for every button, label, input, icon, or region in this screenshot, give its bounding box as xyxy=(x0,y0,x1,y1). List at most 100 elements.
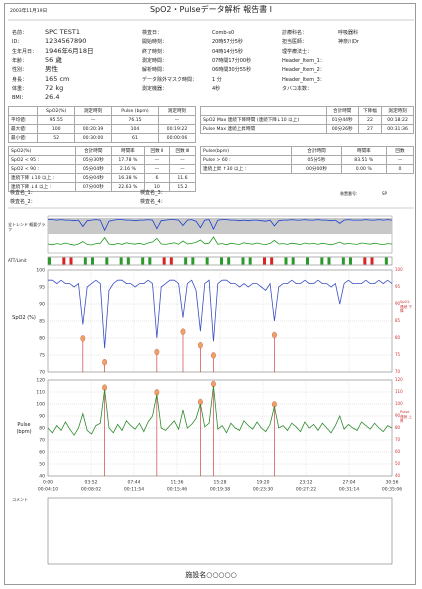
cell: 95.55 xyxy=(37,115,75,125)
y2-tick-label: 80 xyxy=(395,335,401,340)
x-tick-label: 27:04 xyxy=(343,480,356,486)
event-segment xyxy=(248,257,252,265)
info-value: 呼吸器科 xyxy=(338,30,359,36)
event-marker xyxy=(272,331,277,339)
y-tick-label: 90 xyxy=(39,414,45,420)
device-value: SP xyxy=(382,191,387,196)
info-label: Header_Item_2： xyxy=(282,67,325,74)
data-table: 合計時間 下降幅 測定時刻 SpO2 Max 連続下降時間 (連続下降↓10 以上) 0… xyxy=(200,106,414,134)
cell: 05分30秒 xyxy=(74,155,112,165)
info-label: タバコ本数： xyxy=(282,85,313,92)
data-table: SpO2(%) 測定時刻 Pulse (bpm) 測定時刻 平均値: 95.55—76.1… xyxy=(7,106,197,143)
event-segment xyxy=(227,257,231,265)
header-cell: 時間率 xyxy=(110,146,146,156)
cell: 00:30:00 xyxy=(73,133,113,143)
cell: Pulse Max 連続上昇時間 xyxy=(200,124,327,134)
cell: SpO2 < 90 : xyxy=(8,164,76,174)
x-tick-label: 03:52 xyxy=(85,480,98,486)
info-label: ID： xyxy=(12,39,23,46)
y-tick-label: 110 xyxy=(36,390,45,396)
info-label: 測定機器： xyxy=(142,85,168,92)
cell: — xyxy=(144,155,170,165)
cell: SpO2 Max 連続下降時間 (連続下降↓10 以上) xyxy=(200,115,327,125)
cell: — xyxy=(157,115,197,125)
y-tick-label: 100 xyxy=(36,268,45,274)
y2-tick-label: 95 xyxy=(395,284,401,289)
info-value: 07時間17分00秒 xyxy=(212,57,252,64)
header-cell: SpO2(%) xyxy=(37,106,75,116)
y2-tick-label: 110 xyxy=(395,389,403,394)
info-label: 診療科名： xyxy=(282,30,308,36)
x-tick-label: 15:28 xyxy=(214,480,227,486)
event-segment xyxy=(363,257,367,265)
y-tick-label: 95 xyxy=(39,285,45,291)
event-marker xyxy=(211,352,216,359)
y2-tick-label: 90 xyxy=(395,413,401,418)
event-marker xyxy=(80,335,86,342)
y-tick-label: 70 xyxy=(39,438,45,444)
x-tick-label: 23:12 xyxy=(300,480,313,486)
cell: 連続下降 ↓10 以上 : xyxy=(8,173,76,183)
header-cell: 合計時間 xyxy=(74,146,112,156)
cell: 最小値: xyxy=(7,133,39,143)
y2-tick-label: 70 xyxy=(395,437,401,442)
info-label: Header_Item_1： xyxy=(282,57,325,64)
exam-name: 検査名_2： xyxy=(10,199,36,205)
header-cell: 回数 xyxy=(386,146,414,156)
x-tick-label-2: 00:04:10 xyxy=(38,487,58,493)
spo2-axis-label: SpO2 (%) xyxy=(12,315,36,321)
report-title: SpO2・Pulseデータ解析 報告書 I xyxy=(149,5,273,14)
info-label: 担当医師： xyxy=(282,39,308,46)
y-tick-label: 120 xyxy=(36,378,45,384)
event-segment xyxy=(327,257,331,265)
event-segment xyxy=(384,257,388,265)
info-label: 性別： xyxy=(12,67,28,74)
event-segment xyxy=(370,257,374,265)
cell: 22 xyxy=(357,115,383,125)
info-value: 06時間30分55秒 xyxy=(212,67,252,74)
info-label: 解析時間： xyxy=(142,67,168,74)
event-segment xyxy=(291,257,295,265)
x-tick-label-2: 00:08:02 xyxy=(81,487,101,493)
x-tick-label-2: 00:31:14 xyxy=(339,487,359,493)
exam-name: 検査名_1： xyxy=(10,190,36,196)
info-label: 理学療法士： xyxy=(282,48,313,55)
spo2-right-label: SpO2 連続 下降 xyxy=(400,300,412,313)
cell: 0.00 % xyxy=(340,164,388,174)
cell: Pulse > 60 : xyxy=(199,155,293,165)
cell: 100 xyxy=(37,124,75,134)
header-cell: 測定時刻 xyxy=(73,106,113,116)
event-segment xyxy=(69,257,73,265)
y2-tick-label: 85 xyxy=(395,318,401,323)
header-cell: SpO2(%) xyxy=(8,146,76,156)
event-segment xyxy=(105,257,109,265)
cell: 連続上昇 ↑30 以上 : xyxy=(199,164,293,174)
y2-tick-label: 80 xyxy=(395,425,401,430)
event-segment xyxy=(349,257,352,265)
cell: 00分00秒 xyxy=(291,164,342,174)
event-segment xyxy=(270,257,274,265)
event-segment xyxy=(62,257,66,265)
info-value: 男性 xyxy=(45,65,58,74)
cell: 00:18:22 xyxy=(381,115,414,125)
cell: — xyxy=(144,164,170,174)
overview-spo2 xyxy=(48,219,393,232)
cell: 15.2 xyxy=(168,182,197,192)
y-tick-label: 50 xyxy=(39,462,45,468)
x-tick-label-2: 00:27:22 xyxy=(296,487,316,493)
cell: 27 xyxy=(357,124,383,134)
cell: — xyxy=(386,155,414,165)
header-cell: 測定時刻 xyxy=(157,106,197,116)
info-value: 04時14分5秒 xyxy=(212,48,243,55)
exam-name: 検査名_3： xyxy=(140,190,166,196)
event-segment xyxy=(220,257,223,265)
cell: 2.16 % xyxy=(110,164,146,174)
event-segment xyxy=(241,257,245,265)
cell: 6 xyxy=(144,173,170,183)
x-tick-label: 11:36 xyxy=(171,480,184,486)
info-label: 検査日： xyxy=(142,30,163,36)
info-value: 56 歳 xyxy=(45,55,62,64)
event-segment xyxy=(306,257,309,265)
cell: 00:20:39 xyxy=(73,124,113,134)
